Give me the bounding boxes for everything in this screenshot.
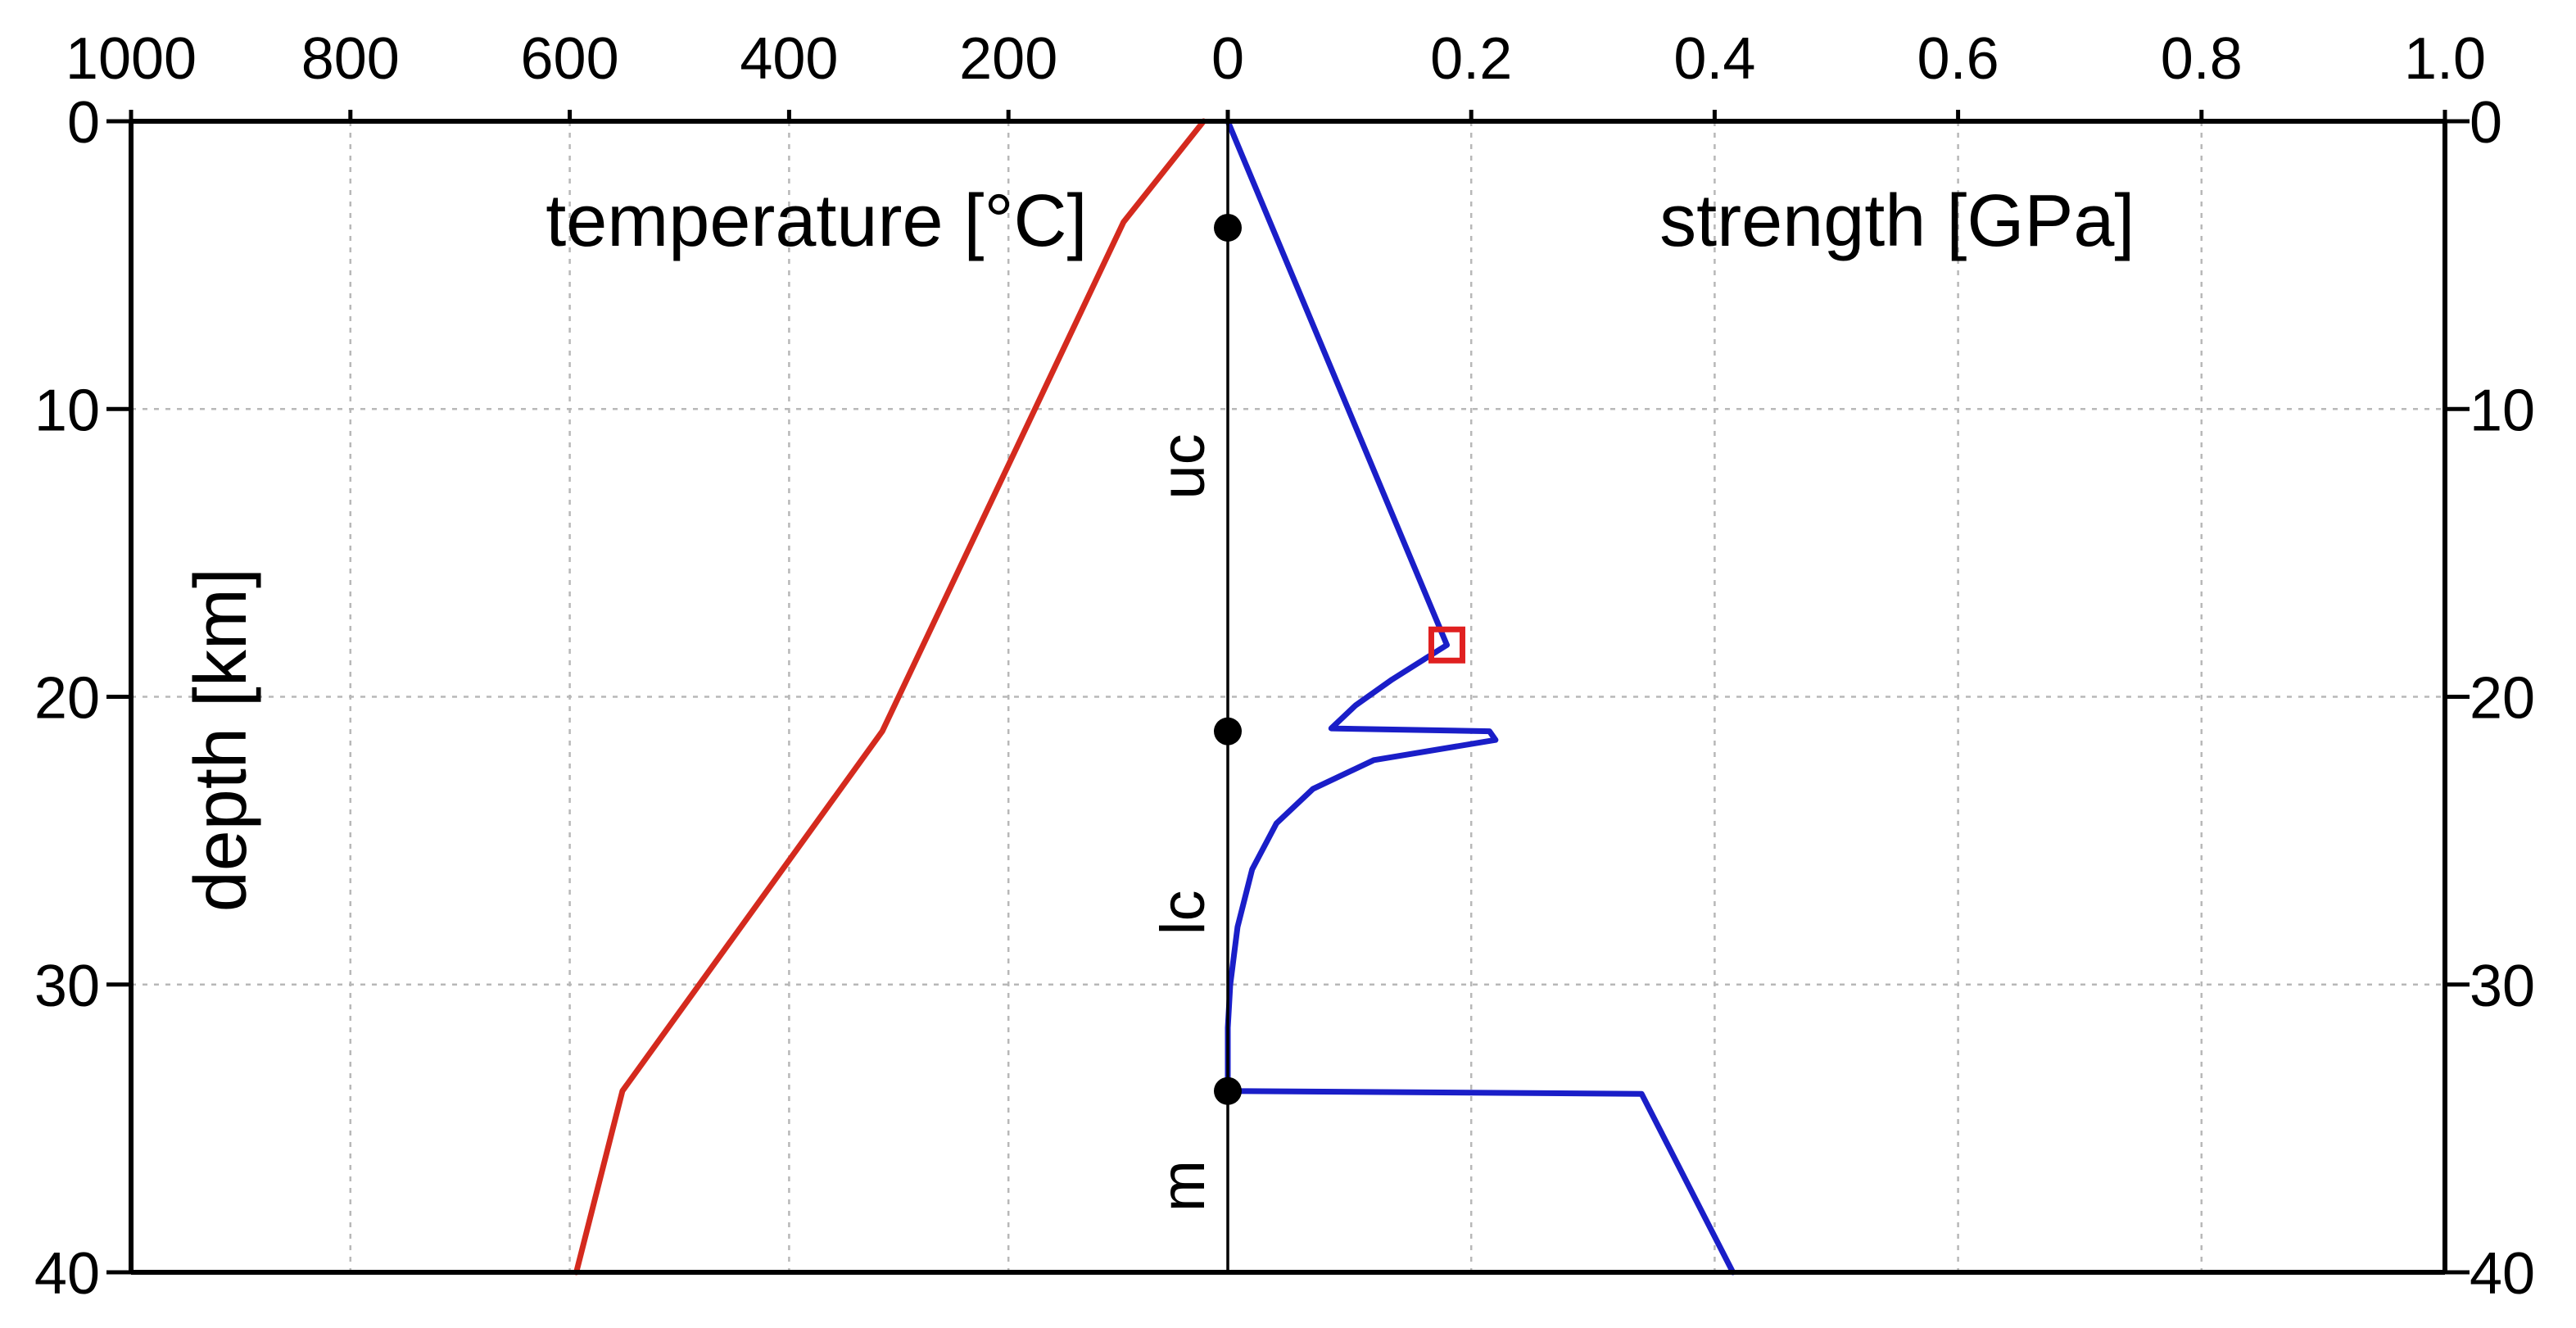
depth-tick-label-left: 0 [67, 90, 100, 156]
labels: depth [km] temperature [°C] strength [GPa]… [180, 180, 2135, 1212]
temperature-profile-line [573, 118, 1207, 1276]
strength-tick-label: 0.4 [1673, 26, 1755, 92]
depth-tick-label-left: 30 [34, 954, 100, 1019]
strength-axis-label: strength [GPa] [1659, 180, 2135, 262]
temperature-tick-label: 0 [1211, 26, 1244, 92]
temperature-tick-label: 600 [521, 26, 619, 92]
depth-tick-label-right: 0 [2470, 90, 2502, 156]
layer-boundary-dot [1214, 213, 1242, 242]
grid [131, 121, 2445, 1272]
brittle-ductile-transition-marker [1428, 626, 1465, 664]
layer-boundary-dot [1214, 1076, 1242, 1105]
depth-tick-label-right: 10 [2470, 378, 2535, 443]
depth-tick-label-right: 20 [2470, 666, 2535, 732]
depth-tick-label-left: 20 [34, 666, 100, 732]
temperature-tick-label: 200 [959, 26, 1057, 92]
layer-label-uc: uc [1148, 433, 1218, 499]
temperature-axis-label: temperature [°C] [546, 180, 1087, 262]
layer-boundary-dot [1214, 717, 1242, 746]
depth-tick-label-left: 10 [34, 378, 100, 443]
strength-tick-label: 0.6 [1917, 26, 1999, 92]
strength-tick-label: 0.8 [2161, 26, 2243, 92]
temperature-tick-label: 1000 [66, 26, 197, 92]
axes: 1000 800 600 400 200 0 0.2 0.4 0.6 0.8 1.00 010 1020… [34, 26, 2535, 1307]
strength-tick-label: 1.0 [2404, 26, 2486, 92]
depth-axis-label: depth [km] [180, 568, 262, 912]
depth-tick-label-right: 40 [2470, 1241, 2535, 1307]
depth-tick-label-right: 30 [2470, 954, 2535, 1019]
layer-label-m: m [1148, 1160, 1218, 1212]
temperature-tick-label: 400 [740, 26, 838, 92]
strength-tick-label: 0.2 [1430, 26, 1512, 92]
layer-label-lc: lc [1148, 890, 1218, 935]
depth-tick-label-left: 40 [34, 1241, 100, 1307]
temperature-tick-label: 800 [301, 26, 400, 92]
markers [1214, 213, 1465, 1105]
